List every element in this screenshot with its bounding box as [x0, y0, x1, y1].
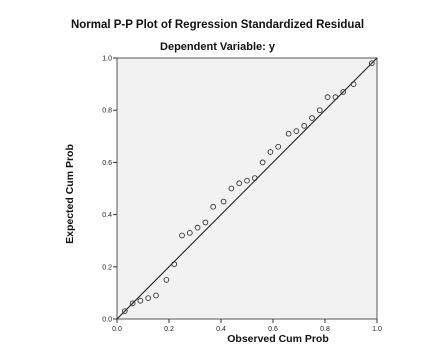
x-axis-label: Observed Cum Prob — [227, 333, 329, 345]
x-tick-label: 0.6 — [268, 326, 278, 333]
reference-line — [116, 57, 378, 320]
data-point — [121, 308, 128, 315]
data-point — [145, 295, 152, 301]
data-point — [350, 81, 357, 87]
y-tick-label: 0.2 — [102, 264, 112, 271]
data-point — [220, 198, 227, 205]
data-point — [186, 230, 193, 236]
data-point — [324, 94, 331, 101]
data-point — [179, 232, 185, 239]
data-point — [171, 261, 178, 268]
data-point — [259, 159, 266, 166]
y-tick-label: 0.0 — [102, 317, 112, 324]
data-point — [202, 219, 209, 226]
data-point — [129, 300, 136, 307]
y-axis-label: Expected Cum Prob — [64, 144, 76, 244]
data-point — [244, 177, 250, 184]
y-tick-label: 1.0 — [102, 56, 112, 63]
chart-title: Normal P-P Plot of Regression Standardiz… — [70, 19, 365, 31]
data-point — [285, 130, 292, 137]
x-tick-label: 0.0 — [112, 326, 122, 333]
y-tick-label: 0.4 — [102, 212, 112, 219]
x-tick-label: 0.8 — [320, 326, 330, 333]
x-tick-label: 0.2 — [164, 326, 174, 333]
y-tick-label: 0.8 — [102, 108, 112, 115]
data-point — [275, 143, 282, 150]
data-point — [236, 180, 243, 187]
x-tick-label: 0.4 — [216, 326, 226, 333]
data-point — [301, 123, 308, 129]
data-point — [153, 292, 159, 299]
data-point — [163, 277, 170, 283]
data-point — [267, 149, 274, 155]
data-point — [340, 89, 347, 95]
data-point — [194, 224, 201, 231]
data-point — [316, 107, 323, 114]
data-point — [368, 60, 375, 67]
data-point — [137, 297, 144, 304]
chart-subtitle: Dependent Variable: y — [160, 41, 275, 53]
data-point — [332, 94, 339, 101]
data-point — [210, 203, 217, 210]
data-point — [293, 128, 300, 134]
y-tick-label: 0.6 — [102, 160, 112, 167]
x-tick-label: 1.0 — [372, 326, 382, 333]
data-point — [251, 175, 258, 181]
data-point — [228, 185, 235, 192]
data-point — [309, 115, 315, 121]
